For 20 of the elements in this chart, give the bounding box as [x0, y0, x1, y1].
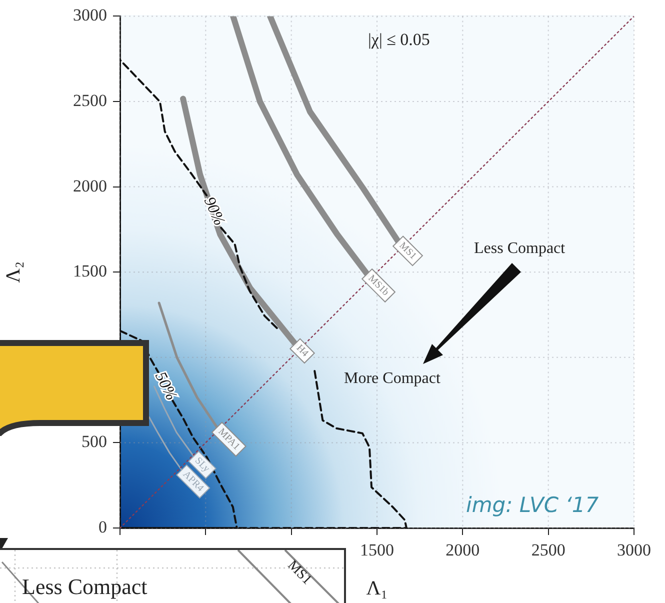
- y-tick-label: 2000: [73, 176, 107, 196]
- x-tick-label: 2000: [446, 540, 480, 560]
- y-tick-label: 2500: [73, 90, 107, 110]
- text: SLy: [192, 455, 212, 475]
- x-tick-label: 2500: [531, 540, 566, 560]
- y-tick-label: 0: [98, 517, 107, 536]
- x-axis-title: Λ₁: [366, 577, 388, 600]
- x-tick-label: 3000: [617, 540, 651, 560]
- annotation: img: LVC ‘17: [466, 493, 599, 517]
- y-tick-label: 500: [82, 432, 107, 452]
- annotation: |χ| ≤ 0.05: [368, 30, 430, 50]
- annotation: More Compact: [344, 370, 440, 388]
- y-axis-title: Λ₂: [2, 261, 24, 283]
- x-tick-label: 1500: [360, 540, 394, 560]
- text: 50%: [151, 369, 180, 404]
- text: 90%: [200, 194, 228, 228]
- y-tick-label: 1500: [73, 262, 107, 281]
- text: H4: [294, 342, 310, 360]
- y-tick-label: 3000: [73, 6, 107, 25]
- annotation: Less Compact: [474, 240, 566, 258]
